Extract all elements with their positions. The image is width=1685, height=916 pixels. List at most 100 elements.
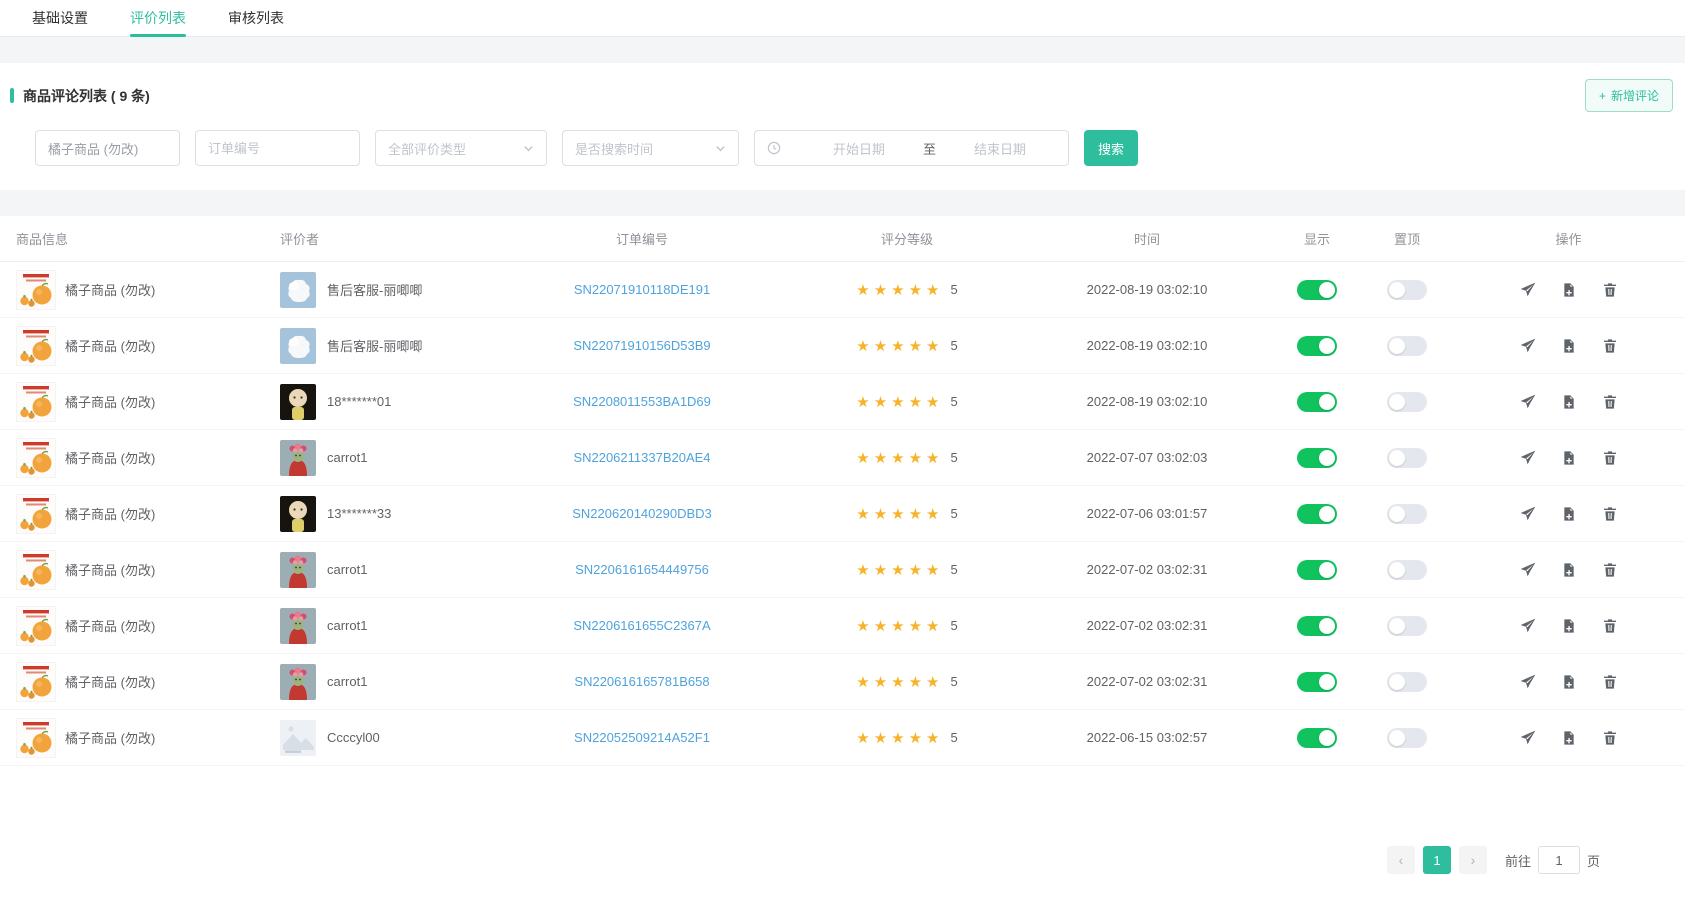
reviewer-avatar: [280, 383, 316, 420]
filter-panel: 商品评论列表 ( 9 条) + 新增评论 全部评价类型 是否搜索时间 开始日期 …: [0, 63, 1685, 190]
pin-toggle[interactable]: [1387, 391, 1427, 412]
star-rating-icons: ★★★★★: [856, 673, 944, 691]
show-toggle[interactable]: [1297, 335, 1337, 356]
file-add-icon[interactable]: [1561, 730, 1577, 746]
product-thumbnail: [16, 493, 56, 534]
send-icon[interactable]: [1520, 618, 1536, 634]
pin-toggle[interactable]: [1387, 615, 1427, 636]
search-time-select[interactable]: 是否搜索时间: [562, 130, 739, 166]
pin-toggle[interactable]: [1387, 559, 1427, 580]
next-page-button[interactable]: ›: [1458, 846, 1487, 874]
send-icon[interactable]: [1520, 338, 1536, 354]
review-type-select[interactable]: 全部评价类型: [375, 130, 547, 166]
order-number-link[interactable]: SN220616165781B658: [574, 674, 710, 689]
review-time: 2022-07-06 03:01:57: [1086, 506, 1208, 521]
show-toggle[interactable]: [1297, 671, 1337, 692]
order-number-input[interactable]: [195, 130, 360, 166]
col-header-pin: 置顶: [1393, 232, 1420, 247]
reviewer-avatar: [280, 271, 316, 308]
search-button[interactable]: 搜索: [1084, 130, 1138, 166]
pin-toggle[interactable]: [1387, 279, 1427, 300]
order-number-link[interactable]: SN22071910156D53B9: [573, 338, 711, 353]
show-toggle[interactable]: [1297, 615, 1337, 636]
page-title: 商品评论列表 ( 9 条): [10, 86, 150, 106]
file-add-icon[interactable]: [1561, 282, 1577, 298]
start-date-placeholder[interactable]: 开始日期: [832, 141, 885, 157]
product-name: 橘子商品 (勿改): [65, 731, 156, 746]
review-time: 2022-07-07 03:02:03: [1086, 450, 1208, 465]
goto-page-input[interactable]: [1537, 846, 1580, 874]
file-add-icon[interactable]: [1561, 338, 1577, 354]
trash-icon[interactable]: [1602, 394, 1618, 410]
tab-review-list[interactable]: 评价列表: [130, 0, 186, 37]
send-icon[interactable]: [1520, 282, 1536, 298]
file-add-icon[interactable]: [1561, 450, 1577, 466]
review-time: 2022-07-02 03:02:31: [1086, 562, 1208, 577]
order-number-link[interactable]: SN2206161655C2367A: [573, 618, 711, 633]
tab-audit-list[interactable]: 审核列表: [228, 0, 284, 36]
file-add-icon[interactable]: [1561, 506, 1577, 522]
trash-icon[interactable]: [1602, 450, 1618, 466]
rating-value: 5: [950, 506, 958, 521]
rating-value: 5: [950, 562, 958, 577]
trash-icon[interactable]: [1602, 674, 1618, 690]
send-icon[interactable]: [1520, 506, 1536, 522]
file-add-icon[interactable]: [1561, 618, 1577, 634]
order-number-link[interactable]: SN22052509214A52F1: [574, 730, 710, 745]
order-number-link[interactable]: SN2206211337B20AE4: [573, 450, 711, 465]
end-date-placeholder[interactable]: 结束日期: [974, 141, 1027, 157]
order-number-link[interactable]: SN22071910118DE191: [573, 282, 711, 297]
trash-icon[interactable]: [1602, 338, 1618, 354]
product-name: 橘子商品 (勿改): [65, 563, 156, 578]
show-toggle[interactable]: [1297, 447, 1337, 468]
reviewer-name: carrot1: [327, 450, 368, 465]
show-toggle[interactable]: [1297, 391, 1337, 412]
pin-toggle[interactable]: [1387, 671, 1427, 692]
add-comment-button[interactable]: + 新增评论: [1584, 79, 1673, 112]
file-add-icon[interactable]: [1561, 394, 1577, 410]
review-time: 2022-07-02 03:02:31: [1086, 618, 1208, 633]
date-range-picker[interactable]: 开始日期 至 结束日期: [754, 130, 1069, 166]
order-number-link[interactable]: SN2206161654449756: [575, 562, 709, 577]
trash-icon[interactable]: [1602, 618, 1618, 634]
rating-value: 5: [950, 618, 958, 633]
page-number-button[interactable]: 1: [1422, 846, 1451, 874]
reviewer-avatar: [280, 663, 316, 700]
review-time: 2022-08-19 03:02:10: [1086, 282, 1208, 297]
chevron-left-icon: ‹: [1398, 852, 1404, 868]
send-icon[interactable]: [1520, 730, 1536, 746]
file-add-icon[interactable]: [1561, 562, 1577, 578]
table-row: 橘子商品 (勿改) 13*******33 SN220620140290DBD3…: [0, 486, 1685, 542]
send-icon[interactable]: [1520, 674, 1536, 690]
pin-toggle[interactable]: [1387, 503, 1427, 524]
show-toggle[interactable]: [1297, 727, 1337, 748]
chevron-down-icon: [524, 145, 533, 151]
pin-toggle[interactable]: [1387, 447, 1427, 468]
pagination: ‹ 1 › 前往 页: [0, 846, 1685, 874]
rating-value: 5: [950, 282, 958, 297]
pin-toggle[interactable]: [1387, 727, 1427, 748]
send-icon[interactable]: [1520, 394, 1536, 410]
trash-icon[interactable]: [1602, 282, 1618, 298]
prev-page-button[interactable]: ‹: [1386, 846, 1415, 874]
order-number-link[interactable]: SN2208011553BA1D69: [573, 394, 711, 409]
file-add-icon[interactable]: [1561, 674, 1577, 690]
reviewer-name: 售后客服-丽唧唧: [327, 339, 423, 354]
col-header-time: 时间: [1133, 232, 1160, 247]
trash-icon[interactable]: [1602, 730, 1618, 746]
product-thumbnail: [16, 717, 56, 758]
reviewer-name: Ccccyl00: [327, 730, 380, 745]
order-number-link[interactable]: SN220620140290DBD3: [572, 506, 712, 521]
product-name-input[interactable]: [35, 130, 180, 166]
reviewer-name: 18*******01: [327, 394, 392, 409]
show-toggle[interactable]: [1297, 559, 1337, 580]
show-toggle[interactable]: [1297, 503, 1337, 524]
product-thumbnail: [16, 437, 56, 478]
send-icon[interactable]: [1520, 450, 1536, 466]
tab-basic-settings[interactable]: 基础设置: [32, 0, 88, 36]
trash-icon[interactable]: [1602, 506, 1618, 522]
trash-icon[interactable]: [1602, 562, 1618, 578]
send-icon[interactable]: [1520, 562, 1536, 578]
show-toggle[interactable]: [1297, 279, 1337, 300]
pin-toggle[interactable]: [1387, 335, 1427, 356]
